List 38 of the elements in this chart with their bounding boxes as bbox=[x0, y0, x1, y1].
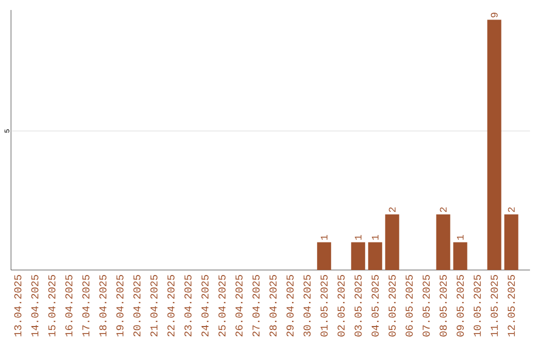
x-tick-label: 29.04.2025 bbox=[286, 275, 294, 336]
x-tick-label: 03.05.2025 bbox=[354, 275, 362, 336]
x-tick-label: 17.04.2025 bbox=[82, 275, 90, 336]
x-tick-label: 14.04.2025 bbox=[31, 275, 38, 336]
x-tick-label: 08.05.2025 bbox=[440, 275, 447, 336]
x-tick-label: 30.04.2025 bbox=[304, 275, 311, 336]
x-tick-label: 01.05.2025 bbox=[320, 275, 328, 336]
x-tick-label: 25.04.2025 bbox=[218, 275, 226, 336]
x-tick-label: 28.04.2025 bbox=[270, 275, 277, 336]
data-label: 1 bbox=[372, 234, 378, 240]
x-tick-label: 13.04.2025 bbox=[14, 275, 22, 336]
x-tick-label: 20.04.2025 bbox=[133, 275, 140, 336]
x-tick-label: 24.04.2025 bbox=[201, 275, 209, 336]
x-tick-label: 27.04.2025 bbox=[252, 275, 260, 336]
x-tick-label: 22.04.2025 bbox=[167, 275, 175, 336]
x-tick-label: 26.04.2025 bbox=[235, 275, 243, 336]
x-tick-label: 04.05.2025 bbox=[372, 275, 379, 336]
x-tick-label: 05.05.2025 bbox=[388, 275, 396, 336]
data-label: 1 bbox=[320, 234, 328, 240]
data-label: 1 bbox=[354, 234, 362, 240]
data-label: 1 bbox=[456, 234, 464, 240]
x-tick-label: 16.04.2025 bbox=[65, 275, 72, 336]
x-tick-label: 23.04.2025 bbox=[184, 275, 192, 336]
x-tick-label: 18.04.2025 bbox=[99, 275, 106, 336]
x-tick-label: 10.05.2025 bbox=[474, 275, 481, 336]
data-label: 9 bbox=[490, 12, 498, 18]
data-label: 2 bbox=[440, 207, 447, 212]
x-tick-label: 15.04.2025 bbox=[48, 275, 56, 336]
x-tick-label: 21.04.2025 bbox=[150, 275, 158, 336]
x-tick-label: 12.05.2025 bbox=[508, 275, 515, 336]
x-tick-label: 06.05.2025 bbox=[406, 275, 413, 336]
x-tick-label: 19.04.2025 bbox=[116, 275, 124, 336]
x-tick-label: 09.05.2025 bbox=[456, 275, 464, 336]
data-label: 2 bbox=[388, 207, 396, 212]
x-tick-label: 07.05.2025 bbox=[422, 275, 430, 336]
data-label: 2 bbox=[508, 207, 515, 212]
x-tick-label: 11.05.2025 bbox=[490, 275, 498, 336]
x-tick-label: 02.05.2025 bbox=[338, 275, 345, 336]
